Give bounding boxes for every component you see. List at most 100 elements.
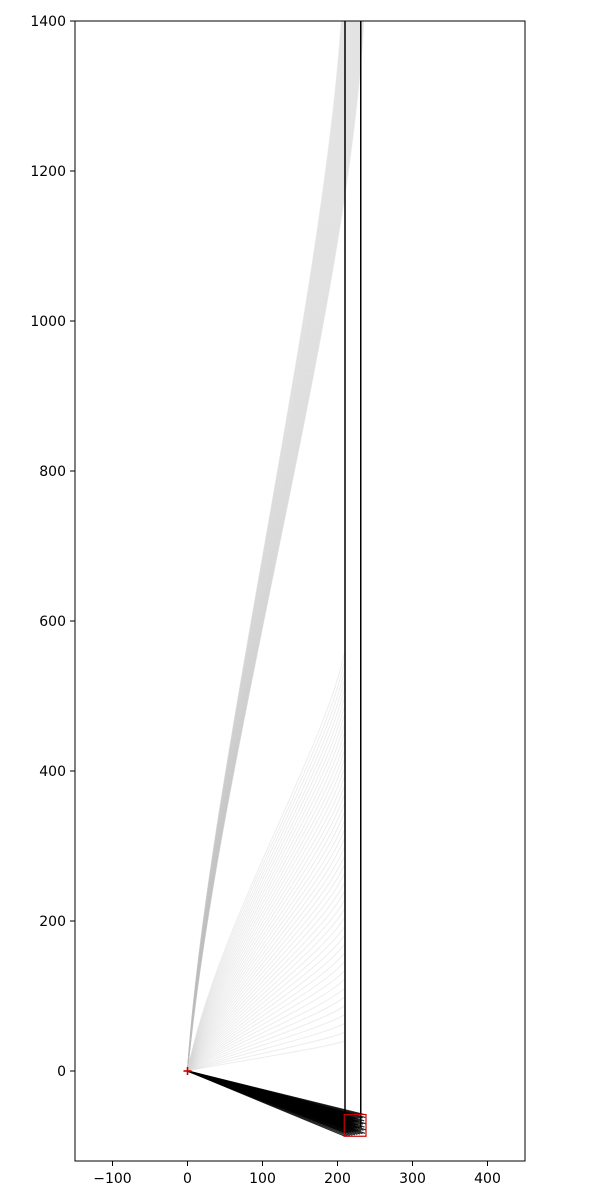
upper-curve-line (187, 21, 347, 1072)
target-box-group (343, 1113, 367, 1137)
upper-curve-line (187, 21, 354, 1072)
upper-curve-line (187, 21, 345, 1072)
lower-curve-line (187, 828, 346, 1072)
y-axis: 0 200 400 600 800 1000 1200 1400 (30, 14, 75, 1080)
lower-curve-line (187, 836, 346, 1072)
upper-curve-line (187, 21, 351, 1072)
lower-curve-line (187, 659, 346, 1072)
lower-curve-line (187, 783, 346, 1072)
lower-curve-line (187, 721, 346, 1072)
y-tick-label: 400 (39, 764, 66, 780)
upper-curve-line (187, 21, 350, 1072)
lower-curve-line (187, 898, 346, 1072)
y-tick-label: 0 (57, 1064, 66, 1080)
upper-curve-line (187, 21, 358, 1072)
upper-curve-line (187, 21, 348, 1072)
plot-area (183, 21, 367, 1137)
upper-curve-line (187, 21, 361, 1072)
ray-fan-dark (187, 1070, 367, 1137)
lower-curve-line (187, 748, 346, 1072)
lower-curve-line (187, 854, 346, 1072)
x-tick-label: −100 (93, 1171, 131, 1187)
upper-curve-line (187, 21, 364, 1072)
lower-curve-line (187, 987, 346, 1072)
lower-curve-line (187, 872, 346, 1072)
upper-curve-line (187, 21, 358, 1072)
upper-curve-line (187, 21, 349, 1072)
lower-curve-line (187, 810, 346, 1072)
upper-curve-line (187, 21, 350, 1072)
lower-curve-line (187, 1040, 346, 1072)
y-tick-label: 1400 (30, 14, 66, 30)
lower-curve-line (187, 934, 346, 1072)
lower-curve-line (187, 907, 346, 1072)
lower-curve-line (187, 978, 346, 1072)
curve-band-upper (187, 21, 365, 1072)
lower-curve-line (187, 730, 346, 1072)
lower-curve-line (187, 686, 346, 1072)
dark-ray-line (187, 1070, 365, 1116)
upper-curve-line (187, 21, 346, 1072)
x-tick-label: 100 (249, 1171, 276, 1187)
y-tick-label: 600 (39, 614, 66, 630)
upper-curve-line (187, 21, 357, 1072)
y-tick-label: 1200 (30, 164, 66, 180)
upper-curve-line (187, 21, 365, 1072)
upper-curve-line (187, 21, 353, 1072)
upper-curve-line (187, 21, 343, 1072)
upper-curve-line (187, 21, 363, 1072)
lower-curve-line (187, 996, 346, 1072)
y-tick-label: 200 (39, 914, 66, 930)
target-box (343, 1113, 367, 1137)
lower-curve-line (187, 695, 346, 1072)
lower-curve-line (187, 819, 346, 1072)
lower-curve-line (187, 1013, 346, 1072)
x-axis: −100 0 100 200 300 400 (93, 1161, 501, 1187)
upper-curve-line (187, 21, 344, 1072)
upper-curve-line (187, 21, 342, 1072)
lower-curve-line (187, 845, 346, 1072)
lower-curve-line (187, 677, 346, 1072)
upper-curve-line (187, 21, 353, 1072)
lower-curve-line (187, 1005, 346, 1072)
upper-curve-line (187, 21, 361, 1072)
lower-curve-line (187, 890, 346, 1072)
lower-curve-line (187, 774, 346, 1072)
lower-curve-line (187, 668, 346, 1072)
upper-curve-line (187, 21, 349, 1072)
upper-curve-line (187, 21, 346, 1072)
upper-curve-line (187, 21, 352, 1072)
upper-curve-line (187, 21, 357, 1072)
lower-curve-line (187, 766, 346, 1072)
y-tick-label: 800 (39, 464, 66, 480)
lower-curve-line (187, 863, 346, 1072)
axes-frame (74, 20, 526, 1162)
lower-curve-line (187, 792, 346, 1072)
lower-curve-line (187, 969, 346, 1072)
lower-curve-line (187, 881, 346, 1072)
curve-band-lower (187, 650, 346, 1072)
origin-marker-group (183, 1067, 192, 1075)
vertical-lines (344, 21, 362, 1128)
lower-curve-line (187, 960, 346, 1072)
lower-curve-line (187, 704, 346, 1072)
lower-curve-line (187, 801, 346, 1072)
x-tick-label: 300 (399, 1171, 426, 1187)
lower-curve-line (187, 916, 346, 1072)
upper-curve-line (187, 21, 345, 1072)
upper-curve-line (187, 21, 360, 1072)
lower-curve-line (187, 1022, 346, 1072)
upper-curve-line (187, 21, 362, 1072)
upper-curve-line (187, 21, 362, 1072)
upper-curve-line (187, 21, 356, 1072)
lower-curve-line (187, 943, 346, 1072)
x-tick-label: 400 (474, 1171, 501, 1187)
lower-curve-line (187, 952, 346, 1072)
upper-curve-line (187, 21, 347, 1072)
lower-curve-line (187, 650, 346, 1072)
y-tick-label: 1000 (30, 314, 66, 330)
x-tick-label: 200 (324, 1171, 351, 1187)
lower-curve-line (187, 757, 346, 1072)
